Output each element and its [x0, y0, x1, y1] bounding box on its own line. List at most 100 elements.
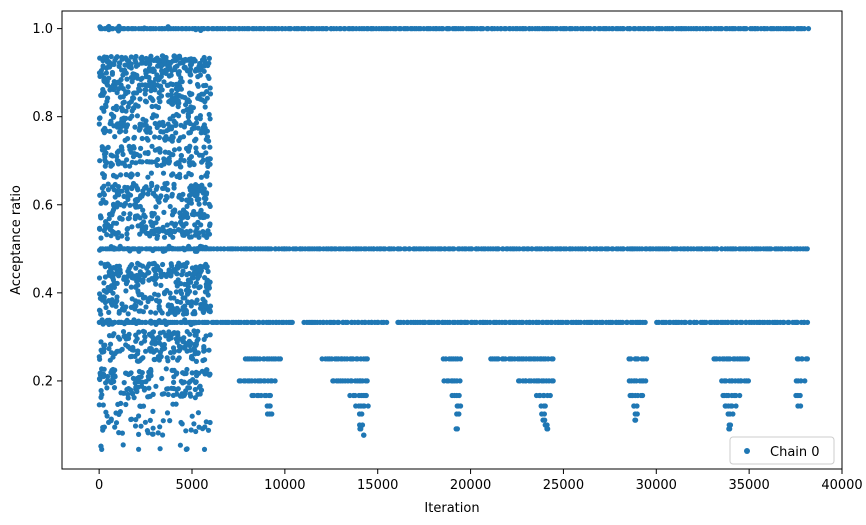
- data-point: [186, 170, 192, 176]
- data-point: [101, 183, 107, 189]
- data-point: [115, 160, 121, 166]
- data-point: [104, 82, 111, 88]
- data-point: [198, 387, 205, 393]
- data-point: [164, 410, 171, 416]
- data-point: [136, 374, 142, 380]
- data-point: [257, 356, 263, 362]
- data-point: [180, 108, 186, 114]
- y-tick-label: 0.2: [32, 374, 53, 389]
- data-point: [730, 411, 736, 417]
- data-point: [125, 333, 131, 339]
- data-point: [583, 246, 589, 252]
- data-point: [148, 170, 154, 176]
- data-point: [469, 246, 475, 252]
- data-point: [184, 214, 191, 221]
- data-point: [161, 234, 168, 240]
- data-point: [97, 291, 103, 297]
- data-point: [182, 56, 188, 63]
- data-point: [121, 99, 127, 105]
- data-point: [397, 246, 403, 252]
- data-point: [108, 54, 114, 60]
- data-point: [106, 216, 112, 222]
- data-point: [205, 26, 212, 32]
- data-point: [114, 54, 120, 60]
- data-point: [165, 24, 171, 30]
- data-point: [133, 53, 139, 60]
- data-point: [204, 95, 210, 101]
- data-point: [174, 387, 180, 393]
- data-point: [203, 244, 209, 250]
- y-tick-label: 0.6: [32, 198, 53, 213]
- data-point: [107, 341, 114, 347]
- data-point: [161, 346, 167, 352]
- data-point: [174, 370, 180, 376]
- data-point: [168, 261, 174, 267]
- data-point: [171, 53, 177, 59]
- data-point: [98, 68, 104, 74]
- data-point: [141, 329, 148, 335]
- data-point: [160, 53, 166, 59]
- data-point: [124, 76, 130, 82]
- data-point: [206, 308, 212, 314]
- data-point: [440, 26, 446, 32]
- data-point: [714, 246, 720, 252]
- data-point: [176, 355, 182, 361]
- data-point: [124, 317, 130, 323]
- data-point: [125, 246, 131, 252]
- data-point: [201, 83, 207, 89]
- data-point: [186, 243, 192, 249]
- data-point: [131, 275, 137, 281]
- data-point: [123, 370, 129, 376]
- data-point: [174, 111, 180, 118]
- data-point: [97, 247, 103, 253]
- data-point: [703, 319, 709, 325]
- data-point: [169, 88, 175, 94]
- data-point: [529, 246, 535, 252]
- data-point: [187, 347, 193, 353]
- data-point: [165, 228, 171, 234]
- data-point: [178, 290, 185, 297]
- data-point: [502, 356, 508, 362]
- data-point: [123, 115, 129, 121]
- data-point: [359, 422, 366, 428]
- data-point: [142, 87, 148, 93]
- data-point: [454, 426, 460, 432]
- data-point: [130, 154, 137, 160]
- data-point: [156, 134, 162, 141]
- data-point: [145, 191, 151, 197]
- data-point: [135, 171, 141, 177]
- data-point: [114, 90, 120, 96]
- data-point: [160, 129, 166, 135]
- data-point: [97, 158, 103, 164]
- data-point: [186, 56, 192, 63]
- data-point: [108, 369, 114, 375]
- data-point: [124, 157, 130, 163]
- data-point: [187, 120, 193, 127]
- data-point: [157, 330, 163, 336]
- data-point: [171, 295, 177, 301]
- data-point: [196, 196, 202, 202]
- data-point: [124, 231, 130, 237]
- data-point: [192, 184, 198, 190]
- data-point: [188, 234, 194, 240]
- data-point: [127, 146, 133, 153]
- data-point: [162, 197, 168, 203]
- x-tick-label: 30000: [636, 478, 677, 493]
- data-point: [131, 317, 137, 323]
- data-point: [130, 180, 137, 187]
- data-point: [137, 379, 144, 385]
- y-tick-label: 0.8: [32, 110, 53, 125]
- data-point: [195, 219, 201, 225]
- data-point: [140, 116, 146, 122]
- data-point: [180, 268, 186, 274]
- data-point: [101, 77, 107, 83]
- data-point: [289, 319, 295, 325]
- data-point: [115, 230, 121, 236]
- data-point: [110, 321, 116, 327]
- data-point: [148, 53, 154, 59]
- data-point: [197, 113, 203, 119]
- data-point: [119, 116, 125, 122]
- data-point: [160, 224, 166, 230]
- data-point: [197, 60, 203, 67]
- data-point: [542, 417, 548, 423]
